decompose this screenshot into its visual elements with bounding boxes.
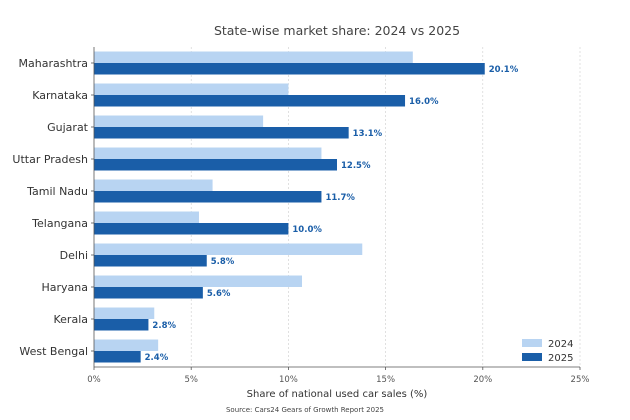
category-label: Uttar Pradesh xyxy=(12,153,88,166)
bar-2025 xyxy=(94,127,349,139)
x-tick-label: 20% xyxy=(473,375,492,385)
data-labels: 20.1% 16.0% 13.1% 12.5% 11.7% 10.0% 5.8% 5.6% 2.… xyxy=(145,65,519,363)
bar-2024 xyxy=(94,307,155,319)
bar-2025 xyxy=(94,255,207,267)
data-label-2025: 2.4% xyxy=(145,353,169,363)
bar-2025 xyxy=(94,319,149,331)
bar-2025 xyxy=(94,95,406,107)
data-label-2025: 16.0% xyxy=(409,97,439,107)
data-label-2025: 2.8% xyxy=(152,321,176,331)
data-label-2025: 5.8% xyxy=(211,257,235,267)
category-label: Tamil Nadu xyxy=(26,185,88,198)
bar-2025 xyxy=(94,159,337,171)
category-labels: Maharashtra Karnataka Gujarat Uttar Pradesh… xyxy=(12,57,94,358)
legend-swatch-2025 xyxy=(522,353,542,361)
legend-label-2025: 2025 xyxy=(548,353,573,364)
x-tick-label: 5% xyxy=(184,375,198,385)
data-label-2025: 20.1% xyxy=(489,65,519,75)
bar-2024 xyxy=(94,243,363,255)
x-tick-label: 15% xyxy=(376,375,395,385)
source-note: Source: Cars24 Gears of Growth Report 20… xyxy=(226,406,384,414)
category-label: Telangana xyxy=(31,217,88,230)
category-label: Gujarat xyxy=(47,121,89,134)
legend: 2024 2025 xyxy=(522,339,573,364)
category-label: Haryana xyxy=(42,281,89,294)
bar-2024 xyxy=(94,115,264,127)
bar-2024 xyxy=(94,83,289,95)
category-label: Delhi xyxy=(60,249,88,262)
bar-2024 xyxy=(94,211,199,223)
x-tick-label: 25% xyxy=(571,375,590,385)
x-tick-label: 0% xyxy=(87,375,101,385)
chart-title: State-wise market share: 2024 vs 2025 xyxy=(214,23,460,38)
category-label: Maharashtra xyxy=(19,57,89,70)
bar-2025 xyxy=(94,191,322,203)
bar-2025 xyxy=(94,287,203,299)
bar-2024 xyxy=(94,147,322,159)
data-label-2025: 13.1% xyxy=(353,129,383,139)
x-tick-label: 10% xyxy=(279,375,298,385)
category-label: Kerala xyxy=(54,313,89,326)
category-label: Karnataka xyxy=(32,89,88,102)
data-label-2025: 12.5% xyxy=(341,161,371,171)
bar-2025 xyxy=(94,351,141,363)
bar-2024 xyxy=(94,51,413,63)
bar-2024 xyxy=(94,275,303,287)
data-label-2025: 5.6% xyxy=(207,289,231,299)
legend-swatch-2024 xyxy=(522,339,542,347)
bar-2025 xyxy=(94,223,289,235)
data-label-2025: 11.7% xyxy=(325,193,355,203)
bar-2025 xyxy=(94,63,485,75)
category-label: West Bengal xyxy=(19,345,88,358)
x-tick-labels: 0% 5% 10% 15% 20% 25% xyxy=(87,367,589,385)
bar-2024 xyxy=(94,339,159,351)
bars xyxy=(94,51,485,363)
data-label-2025: 10.0% xyxy=(292,225,322,235)
legend-label-2024: 2024 xyxy=(548,339,573,350)
bar-2024 xyxy=(94,179,213,191)
x-axis-label: Share of national used car sales (%) xyxy=(247,389,428,400)
